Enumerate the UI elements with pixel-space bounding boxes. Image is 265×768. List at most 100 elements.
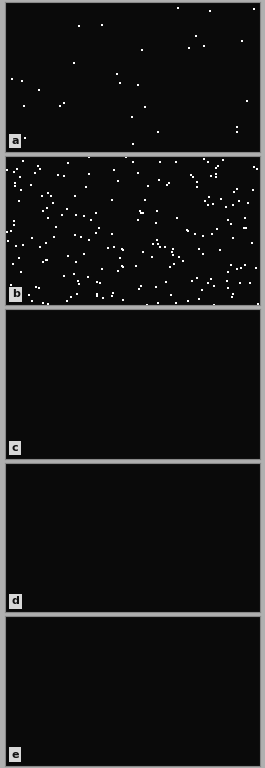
Point: [123, 720, 127, 733]
Point: [94, 716, 98, 728]
Point: [123, 626, 127, 638]
Point: [60, 698, 64, 710]
Point: [163, 573, 167, 585]
Point: [48, 696, 52, 708]
Point: [141, 633, 145, 645]
Point: [81, 702, 85, 714]
Point: [203, 699, 207, 711]
Point: [191, 611, 195, 623]
Point: [180, 714, 184, 727]
Point: [186, 751, 190, 763]
Point: [129, 681, 134, 694]
Point: [109, 558, 113, 571]
Point: [187, 737, 191, 750]
Point: [36, 745, 40, 757]
Point: [221, 584, 226, 596]
Point: [185, 687, 189, 699]
Point: [116, 708, 121, 720]
Point: [173, 619, 177, 631]
Point: [67, 680, 72, 693]
Point: [139, 660, 143, 673]
Point: [190, 628, 194, 641]
Point: [66, 643, 70, 655]
Point: [137, 684, 141, 697]
Point: [152, 459, 156, 472]
Point: [90, 495, 94, 508]
Point: [129, 411, 133, 423]
Point: [123, 678, 127, 690]
Point: [119, 641, 123, 653]
Point: [136, 680, 141, 693]
Point: [58, 690, 62, 703]
Point: [212, 687, 216, 700]
Point: [5, 751, 10, 763]
Point: [211, 701, 215, 713]
Point: [198, 754, 203, 766]
Point: [12, 602, 17, 614]
Point: [198, 621, 202, 633]
Point: [53, 689, 57, 701]
Point: [115, 667, 120, 679]
Point: [128, 733, 132, 746]
Point: [59, 738, 63, 750]
Point: [220, 495, 225, 507]
Point: [54, 758, 58, 768]
Point: [127, 720, 131, 732]
Point: [194, 701, 198, 713]
Point: [179, 619, 183, 631]
Point: [211, 494, 216, 506]
Point: [114, 546, 118, 558]
Point: [90, 397, 94, 409]
Point: [141, 458, 145, 471]
Point: [139, 746, 143, 758]
Point: [64, 691, 68, 703]
Point: [29, 700, 33, 713]
Point: [4, 691, 8, 703]
Point: [196, 750, 200, 763]
Point: [210, 523, 215, 535]
Point: [45, 521, 50, 533]
Point: [211, 633, 215, 645]
Point: [136, 667, 140, 679]
Point: [200, 598, 204, 610]
Point: [131, 684, 135, 696]
Point: [187, 743, 191, 756]
Point: [242, 336, 246, 349]
Point: [201, 695, 205, 707]
Point: [249, 594, 253, 606]
Point: [201, 718, 205, 730]
Point: [193, 737, 198, 750]
Point: [139, 685, 143, 697]
Point: [199, 687, 204, 700]
Point: [43, 465, 48, 478]
Point: [113, 630, 117, 642]
Point: [94, 467, 98, 479]
Point: [118, 665, 122, 677]
Point: [128, 720, 132, 733]
Point: [57, 750, 61, 763]
Point: [128, 660, 132, 672]
Point: [58, 495, 62, 507]
Point: [183, 690, 187, 702]
Point: [69, 630, 73, 642]
Point: [138, 674, 142, 687]
Point: [36, 732, 41, 744]
Point: [150, 752, 154, 764]
Point: [257, 546, 261, 558]
Point: [191, 748, 195, 760]
Point: [67, 542, 72, 554]
Point: [120, 693, 124, 705]
Point: [130, 628, 135, 641]
Point: [6, 647, 10, 659]
Point: [47, 736, 51, 748]
Point: [202, 658, 206, 670]
Point: [216, 689, 220, 701]
Point: [128, 464, 132, 476]
Point: [211, 676, 215, 688]
Point: [251, 640, 255, 652]
Point: [116, 684, 121, 696]
Point: [200, 695, 204, 707]
Point: [52, 700, 56, 713]
Point: [45, 700, 49, 713]
Point: [59, 681, 63, 694]
